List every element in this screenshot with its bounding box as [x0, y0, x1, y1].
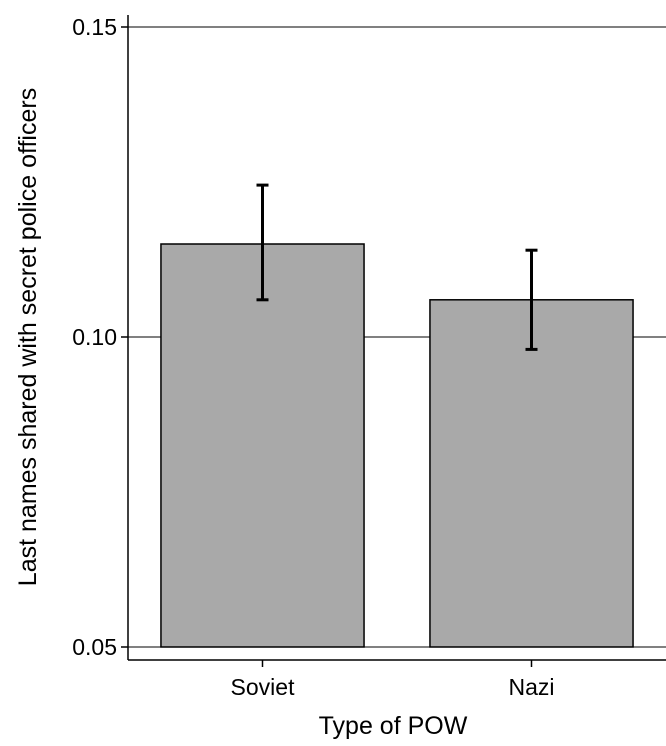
bars [160, 243, 634, 648]
y-axis-title: Last names shared with secret police off… [14, 88, 42, 586]
y-tick-label: 0.15 [72, 14, 117, 40]
x-ticks: Soviet Nazi [231, 660, 555, 700]
y-tick-label: 0.05 [72, 634, 117, 660]
x-tick-label: Soviet [231, 674, 296, 700]
y-tick-label: 0.10 [72, 324, 117, 350]
y-ticks: 0.05 0.10 0.15 [72, 14, 128, 660]
bar-soviet [160, 243, 365, 648]
error-bars [256, 183, 538, 351]
error-bar-nazi [525, 248, 538, 351]
error-bar-soviet [256, 183, 269, 302]
x-tick-label: Nazi [508, 674, 554, 700]
x-axis-title: Type of POW [319, 712, 468, 740]
bar-nazi [429, 299, 634, 648]
